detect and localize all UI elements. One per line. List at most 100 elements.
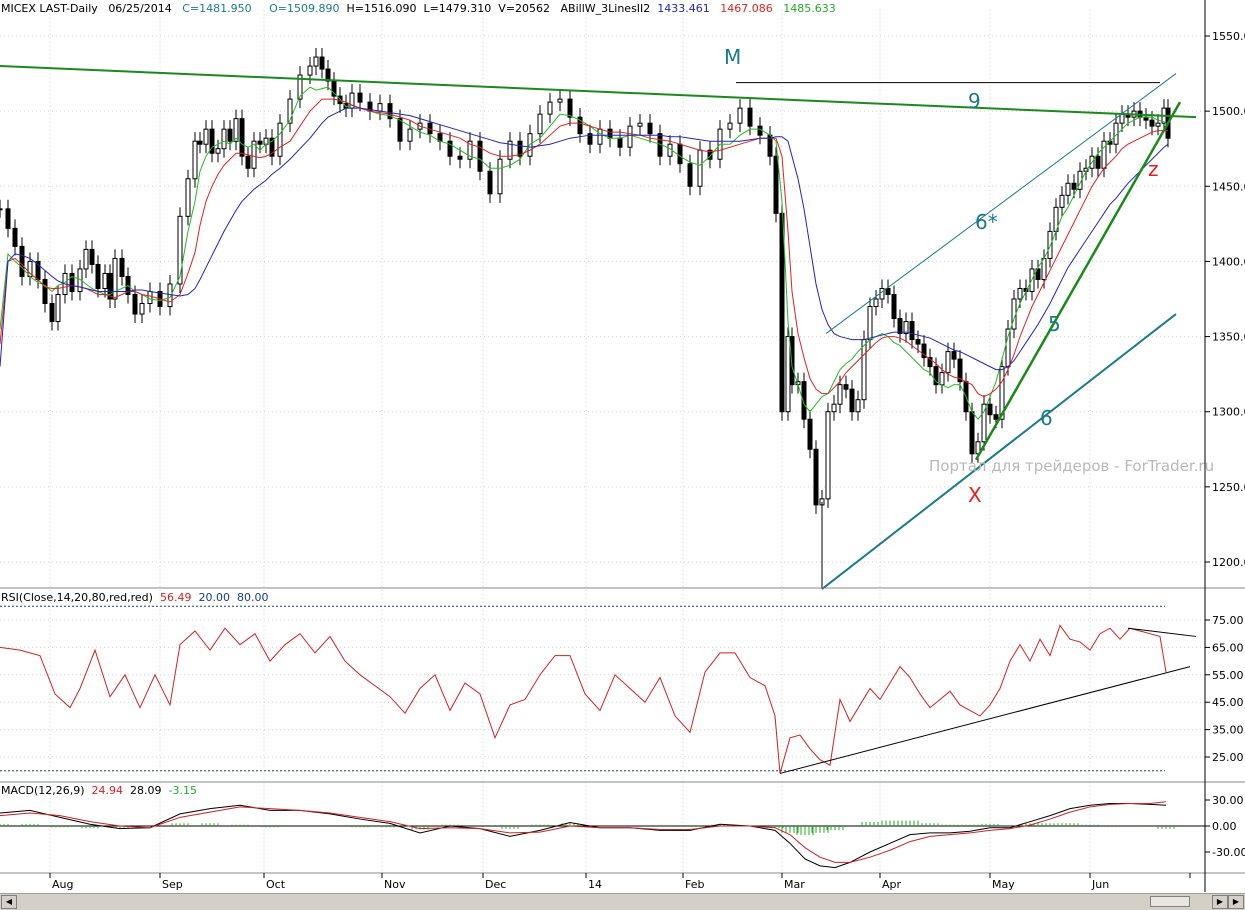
- header-low: L=1479.310: [423, 2, 492, 15]
- x-tick-label: 14: [588, 878, 602, 891]
- rsi-tick-label: 25.00: [1212, 751, 1244, 764]
- candle-body: [785, 336, 791, 413]
- trendline-5: [974, 101, 1182, 461]
- candle-body: [879, 287, 885, 300]
- candle-body: [0, 208, 3, 211]
- candle-body: [1119, 113, 1125, 124]
- candle-body: [287, 98, 293, 124]
- candle-body: [89, 248, 95, 265]
- scroll-left-icon[interactable]: ◀: [1, 895, 17, 909]
- candle-body: [251, 140, 257, 169]
- candle-body: [647, 122, 653, 135]
- macd-panel: [0, 801, 1205, 869]
- candle-body: [387, 103, 393, 120]
- candle-body: [112, 257, 118, 300]
- candle-body: [319, 56, 325, 70]
- horizontal-scrollbar[interactable]: ◀ ▶ ▶: [0, 893, 1245, 910]
- rsi-tick-label: 35.00: [1212, 724, 1244, 737]
- candle-body: [203, 128, 209, 145]
- x-tick-label: May: [992, 878, 1015, 891]
- candle-body: [233, 118, 239, 142]
- candle-body: [677, 143, 683, 165]
- candle-body: [957, 358, 963, 383]
- candle-body: [587, 133, 593, 145]
- candle-body: [497, 158, 503, 195]
- candle-body: [981, 403, 987, 443]
- candle-body: [477, 140, 483, 172]
- candle-body: [215, 148, 221, 154]
- candle-body: [1071, 182, 1077, 190]
- rsi-panel: [0, 605, 1197, 774]
- scroll-thumb[interactable]: [1150, 896, 1190, 907]
- candle-body: [5, 208, 11, 229]
- macd-tick-label: 0.00: [1212, 820, 1237, 833]
- candle-body: [789, 336, 795, 386]
- header-date: 06/25/2014: [108, 2, 172, 15]
- candle-body: [557, 98, 563, 103]
- candle-body: [119, 257, 125, 277]
- header-line3: 1485.633: [783, 2, 836, 15]
- wave-labels: M 9 6* 5 6 Xz: [724, 45, 1159, 507]
- candle-body: [951, 351, 957, 360]
- macd-hist-value: -3.15: [168, 784, 198, 797]
- candle-body: [727, 122, 733, 130]
- rsi-level-high: 80.00: [236, 591, 269, 604]
- candle-body: [245, 155, 251, 169]
- candle-body: [325, 68, 331, 82]
- wave-label: M: [724, 45, 741, 69]
- candle-body: [933, 366, 939, 386]
- candle-body: [1005, 328, 1011, 368]
- candle-body: [55, 293, 61, 323]
- candle-body: [779, 212, 785, 413]
- price-tick-label: 1450.0: [1212, 180, 1245, 193]
- candle-body: [867, 306, 873, 341]
- macd-tick-label: -30.00: [1212, 846, 1245, 859]
- candle-body: [269, 137, 275, 157]
- candle-body: [257, 140, 263, 145]
- price-tick-label: 1300.0: [1212, 406, 1245, 419]
- x-tick-label: Aug: [52, 878, 73, 891]
- candle-body: [307, 65, 313, 76]
- candle-body: [737, 107, 743, 124]
- candle-body: [397, 118, 403, 142]
- candle-body: [487, 170, 493, 195]
- candle-body: [1155, 122, 1161, 127]
- candle-body: [825, 411, 831, 500]
- candle-body: [687, 163, 693, 187]
- wave-label: z: [1148, 157, 1159, 181]
- candle-body: [192, 140, 198, 180]
- x-tick-label: Sep: [162, 878, 183, 891]
- candle-body: [132, 293, 138, 315]
- candle-body: [209, 128, 215, 154]
- candle-body: [617, 137, 623, 148]
- candle-body: [77, 268, 83, 292]
- candle-body: [1047, 230, 1053, 259]
- price-tick-label: 1200.0: [1212, 556, 1245, 569]
- header-high: H=1516.090: [346, 2, 417, 15]
- candle-body: [407, 128, 413, 142]
- candle-body: [1065, 182, 1071, 196]
- header-line2: 1467.086: [720, 2, 773, 15]
- candle-body: [547, 101, 553, 115]
- candle-body: [773, 155, 779, 214]
- candle-body: [221, 128, 227, 150]
- rsi-label: RSI(Close,14,20,80,red,red): [1, 591, 153, 604]
- candle-body: [597, 128, 603, 145]
- scroll-right-icon[interactable]: ▶: [1212, 895, 1228, 909]
- header-open: O=1509.890: [269, 2, 340, 15]
- wave-label: 5: [1048, 312, 1061, 336]
- rsi-value: 56.49: [159, 591, 192, 604]
- wave-label: X: [968, 483, 982, 507]
- x-tick-label: Oct: [266, 878, 286, 891]
- scroll-end-icon[interactable]: ▶: [1228, 895, 1244, 909]
- x-tick-label: Apr: [882, 878, 902, 891]
- x-tick-label: Mar: [784, 878, 805, 891]
- candle-body: [1095, 155, 1101, 169]
- candle-body: [813, 448, 819, 506]
- rsi-level-low: 20.00: [198, 591, 230, 604]
- candle-body: [567, 98, 573, 118]
- candle-body: [69, 272, 75, 292]
- candle-body: [577, 116, 583, 135]
- watermark: Портал для трейдеров - ForTrader.ru: [929, 457, 1215, 475]
